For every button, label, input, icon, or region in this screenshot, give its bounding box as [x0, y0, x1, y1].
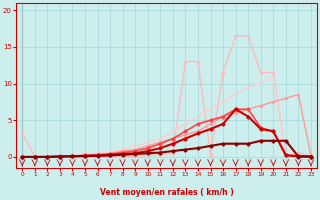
X-axis label: Vent moyen/en rafales ( km/h ): Vent moyen/en rafales ( km/h ) [100, 188, 234, 197]
